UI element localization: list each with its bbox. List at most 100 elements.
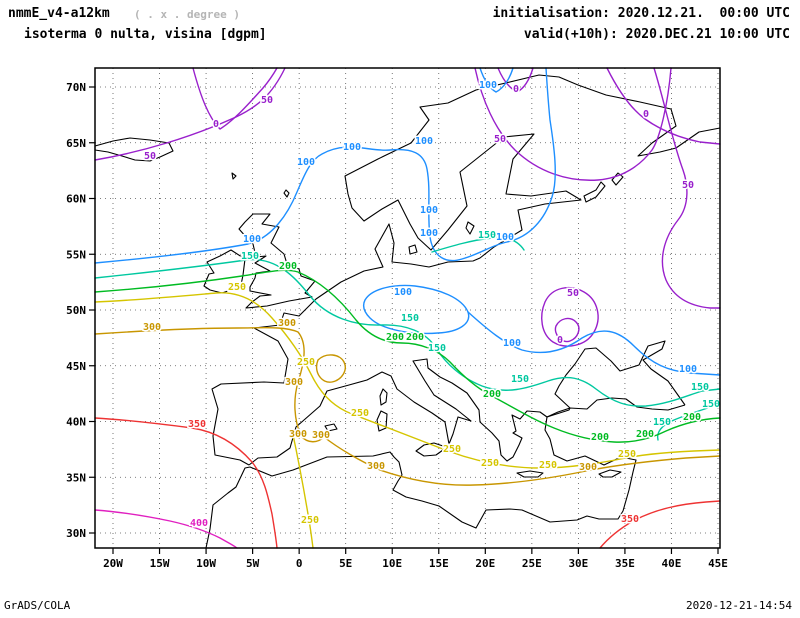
contour-label: 200 [279, 261, 297, 272]
contour-label: 200 [386, 332, 404, 343]
contour-label: 150 [511, 374, 529, 385]
y-axis-tick-label: 55N [66, 248, 86, 261]
contour-label: 200 [483, 389, 501, 400]
contour-label: 350 [621, 514, 639, 525]
coastline-iceland [94, 137, 174, 162]
grid-layer [95, 68, 720, 548]
contour-label: 100 [679, 364, 697, 375]
contour-line-300 [94, 326, 721, 486]
contour-label: 100 [503, 338, 521, 349]
contour-label: 300 [312, 430, 330, 441]
contour-label: 50 [682, 180, 694, 191]
contour-line-100 [94, 67, 556, 264]
contour-line-400 [94, 509, 238, 549]
contour-label: 400 [190, 518, 208, 529]
contour-line-0 [192, 67, 278, 130]
island-corsica [379, 388, 388, 406]
x-axis-tick-label: 20E [475, 557, 495, 570]
island-faroe [231, 172, 237, 180]
coastline-mediterranean-europe [248, 340, 686, 466]
contour-label: 250 [301, 515, 319, 526]
contour-label: 350 [188, 419, 206, 430]
x-axis-tick-label: 10E [382, 557, 402, 570]
contour-label: 100 [297, 157, 315, 168]
y-axis-tick-label: 30N [66, 527, 86, 540]
coastline-africa-levant-turkey [205, 397, 686, 549]
x-axis-tick-label: 25E [522, 557, 542, 570]
contour-line-250 [291, 429, 314, 549]
contour-label: 100 [420, 205, 438, 216]
generator-credit: GrADS/COLA [4, 599, 71, 612]
contour-line-250 [94, 292, 721, 469]
coastline-mainland-atlantic-north [211, 74, 721, 466]
contour-label: 50 [567, 288, 579, 299]
contour-label: 150 [428, 343, 446, 354]
x-axis-tick-label: 5E [339, 557, 352, 570]
contour-line-350 [599, 500, 721, 549]
contour-label: 50 [144, 151, 156, 162]
axis-layer: 20W 15W 10W 5W 0 5E 10E 15E 20E 25E 30E 35E 40E 45E 70… [66, 81, 728, 570]
contour-label: 200 [683, 412, 701, 423]
contour-label: 100 [243, 234, 261, 245]
creation-timestamp: 2020-12-21-14:54 [686, 599, 792, 612]
x-axis-tick-label: 5W [246, 557, 260, 570]
contour-label: 100 [420, 228, 438, 239]
contour-line-300 [315, 354, 346, 383]
valid-time: valid(+10h): 2020.DEC.21 10:00 UTC [523, 27, 790, 42]
contour-label: 200 [636, 429, 654, 440]
contour-layer [94, 67, 721, 549]
contour-label: 150 [702, 399, 720, 410]
contour-line-0 [554, 317, 580, 343]
contour-label: 0 [557, 335, 563, 346]
x-axis-tick-label: 0 [296, 557, 303, 570]
contour-label: 100 [479, 80, 497, 91]
x-axis-tick-label: 30E [568, 557, 588, 570]
field-title: isoterma 0 nulta, visina [dgpm] [24, 27, 267, 42]
x-axis-tick-label: 20W [103, 557, 123, 570]
lake-ladoga [583, 181, 606, 203]
contour-label: 200 [591, 432, 609, 443]
island-shetland [283, 189, 290, 198]
contour-label: 300 [289, 429, 307, 440]
x-axis-tick-label: 10W [196, 557, 216, 570]
contour-label: 250 [443, 444, 461, 455]
contour-label: 250 [539, 460, 557, 471]
y-axis-tick-label: 65N [66, 137, 86, 150]
contour-line-150 [431, 236, 525, 253]
contour-label: 250 [481, 458, 499, 469]
contour-label: 150 [478, 230, 496, 241]
contour-line-50 [653, 67, 721, 309]
contour-label: 50 [494, 134, 506, 145]
y-axis-tick-label: 70N [66, 81, 86, 94]
island-sardinia [376, 410, 388, 432]
contour-line-200 [94, 269, 721, 443]
contour-line-150 [656, 403, 721, 441]
contour-label: 100 [394, 287, 412, 298]
contour-label: 300 [579, 462, 597, 473]
contour-label: 50 [261, 95, 273, 106]
contour-line-350 [94, 417, 278, 549]
contour-label: 300 [285, 377, 303, 388]
island-sicily [415, 442, 444, 457]
y-axis-tick-label: 40N [66, 416, 86, 429]
contour-label: 250 [351, 408, 369, 419]
coastline-layer [94, 74, 721, 549]
contour-line-100 [467, 311, 721, 376]
x-axis-tick-label: 15W [150, 557, 170, 570]
contour-label: 300 [143, 322, 161, 333]
contour-label: 100 [415, 136, 433, 147]
island-crete [516, 470, 544, 478]
x-axis-tick-label: 40E [662, 557, 682, 570]
contour-line-50 [474, 67, 672, 181]
contour-label: 0 [643, 109, 649, 120]
contour-line-100 [362, 284, 470, 335]
contour-label: 300 [278, 318, 296, 329]
contour-line-100 [479, 67, 514, 93]
model-title: nmmE_v4-a12km [8, 6, 110, 21]
contour-label: 200 [406, 332, 424, 343]
contour-label: 150 [401, 313, 419, 324]
y-axis-tick-label: 50N [66, 304, 86, 317]
x-axis-tick-label: 45E [708, 557, 728, 570]
